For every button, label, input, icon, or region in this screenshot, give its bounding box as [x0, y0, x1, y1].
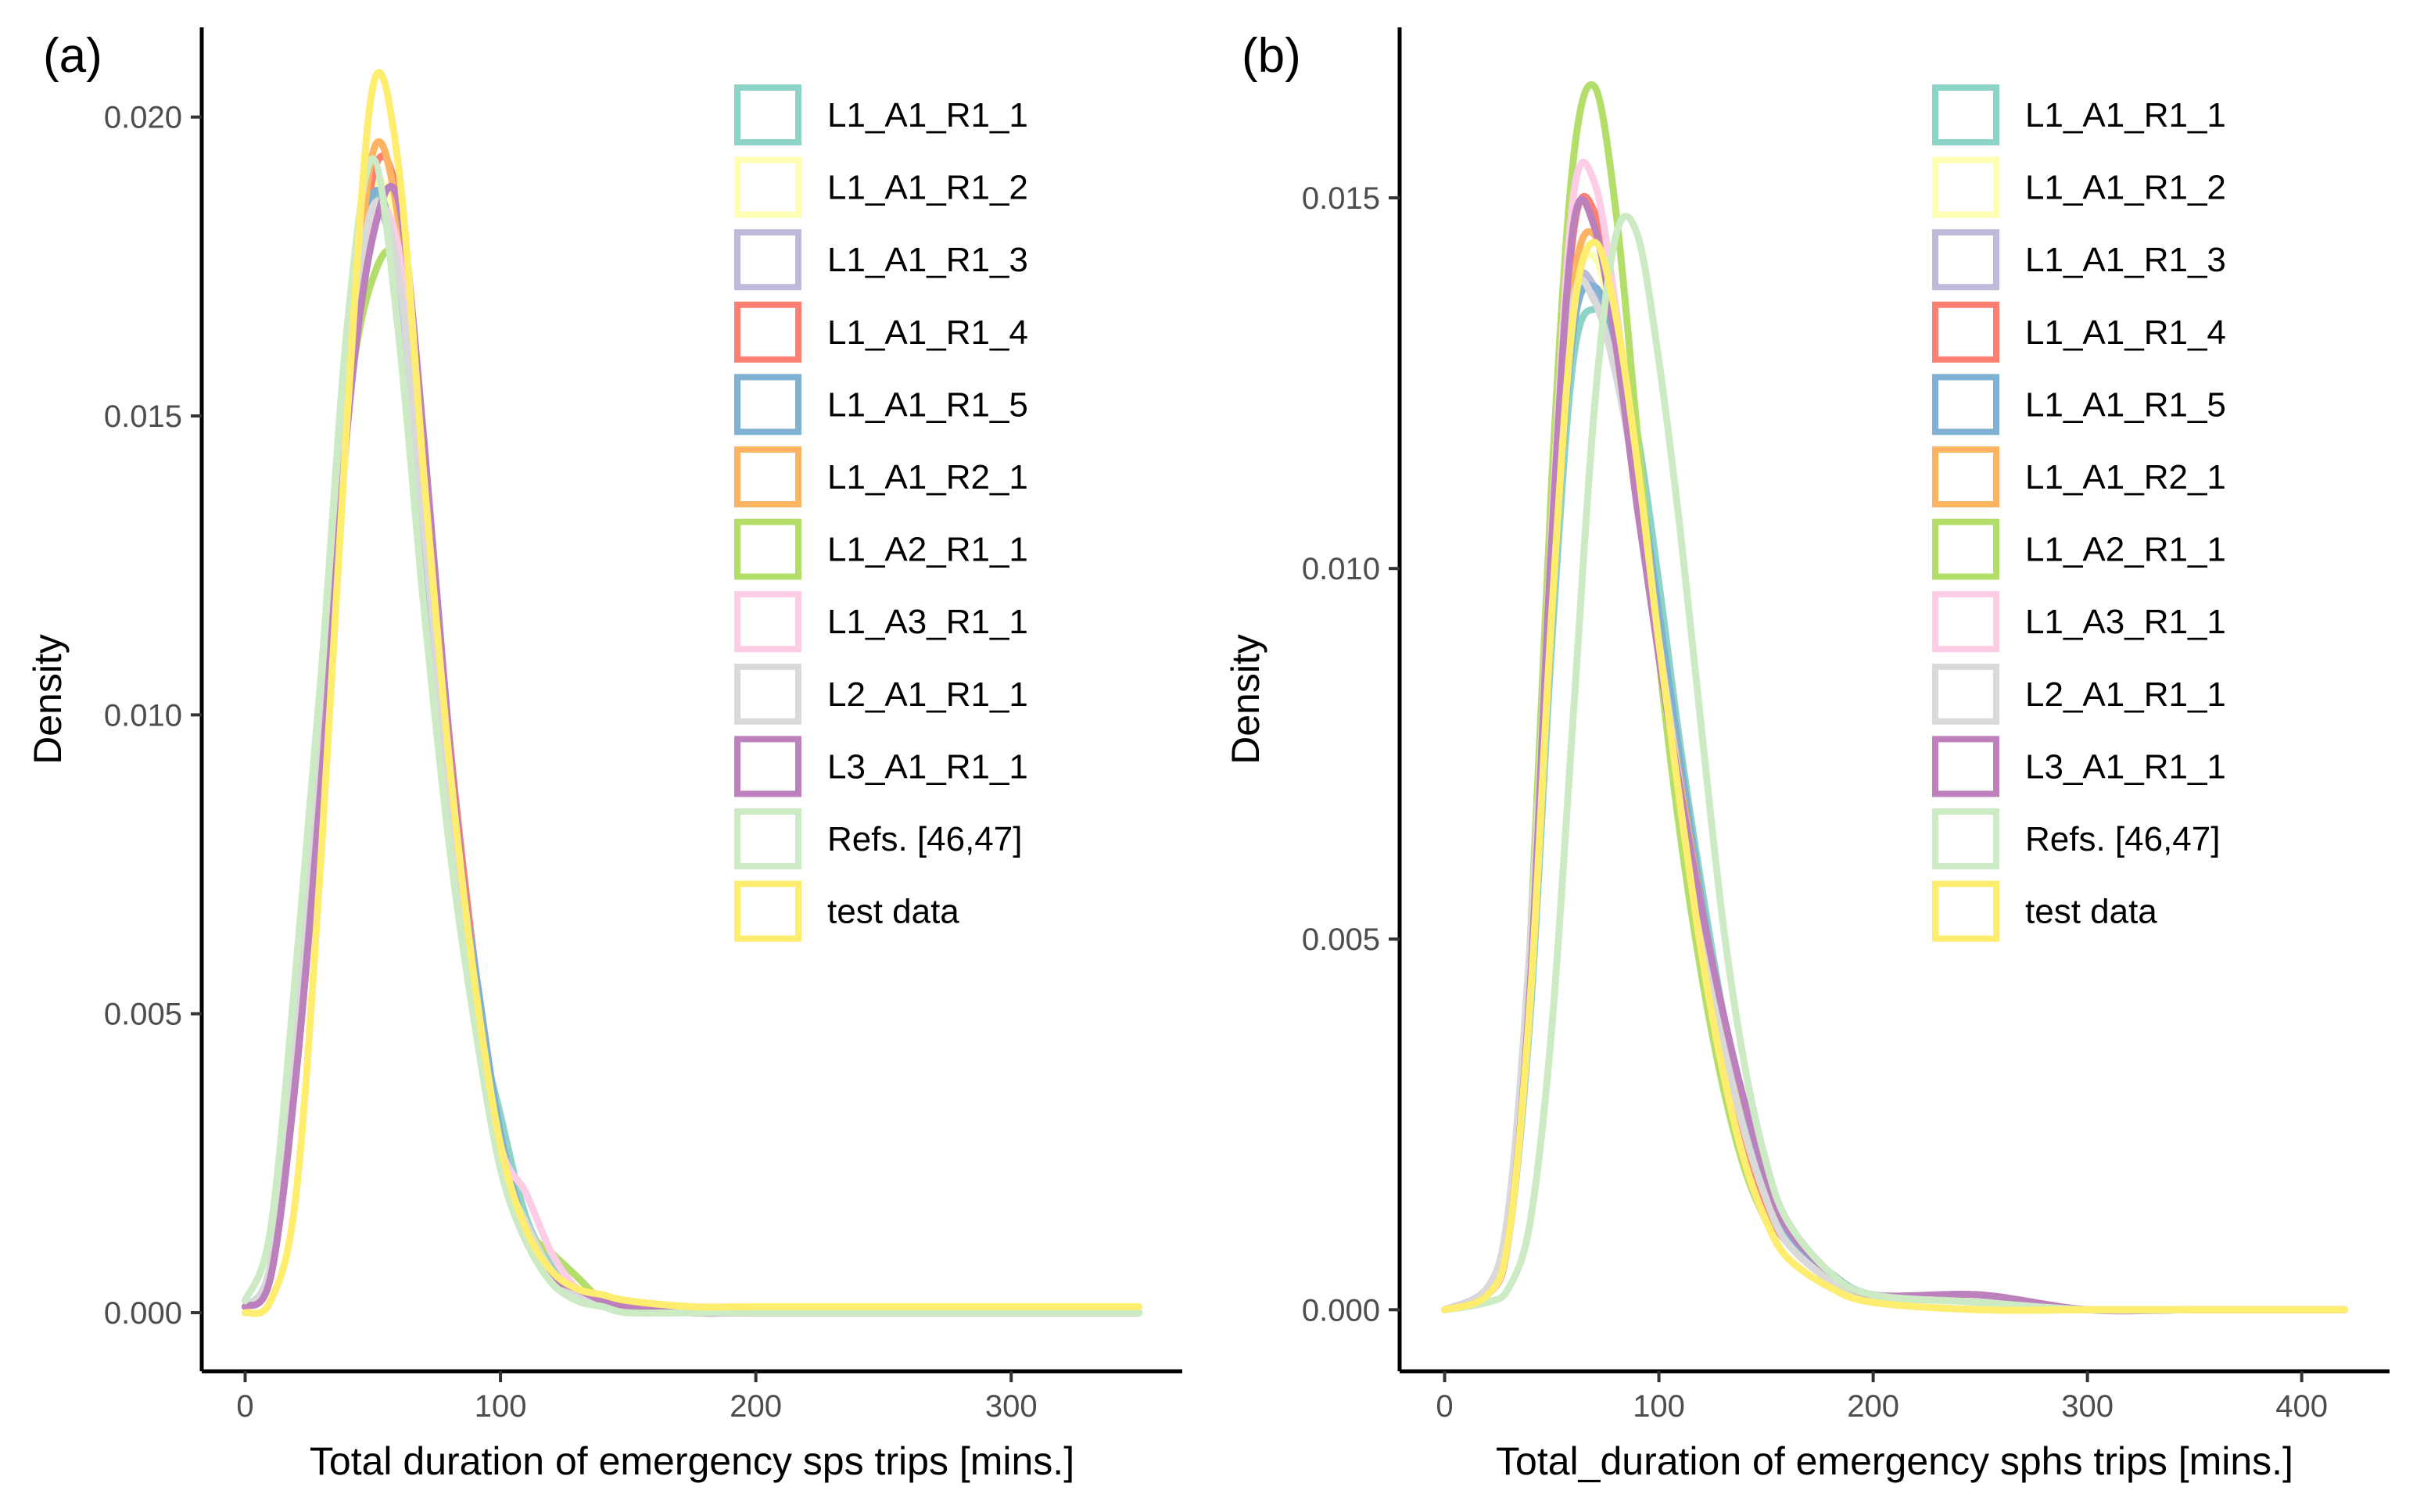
panel-a-y-tick-label: 0.010 — [104, 698, 182, 733]
panel-b-y-tick-label: 0.015 — [1302, 181, 1380, 216]
panel-b-legend-label: Refs. [46,47] — [2025, 820, 2220, 858]
panel-b-x-tick-label: 400 — [2275, 1389, 2328, 1424]
panel-a-legend-key — [734, 301, 801, 363]
panel-b-legend-key — [1932, 446, 1999, 507]
panel-b-legend-label: L1_A1_R1_5 — [2025, 385, 2226, 424]
panel-b-legend: L1_A1_R1_1 L1_A1_R1_2 L1_A1_R1_3 L1_A1_R1_4… — [1932, 84, 2226, 942]
panel-a-legend-label: L1_A1_R2_1 — [827, 458, 1028, 496]
panel-a-y-tick-label: 0.015 — [104, 399, 182, 434]
panel-a-legend-label: L1_A3_R1_1 — [827, 603, 1028, 641]
panel-b-legend-label: L1_A1_R1_2 — [2025, 169, 2226, 207]
panel-b-x-tick-label: 0 — [1436, 1389, 1453, 1424]
panel-a-legend-label: L2_A1_R1_1 — [827, 675, 1028, 714]
panel-a-series-refs-46-47 — [242, 155, 1142, 1317]
panel-b-legend-key — [1932, 808, 1999, 869]
panel-b-legend-label: L2_A1_R1_1 — [2025, 675, 2226, 714]
panel-a-legend-label: L1_A2_R1_1 — [827, 531, 1028, 569]
panel-a-x-tick-label: 0 — [236, 1389, 253, 1424]
panel-a-y-tick-label: 0.005 — [104, 998, 182, 1032]
panel-a-legend-label: L1_A1_R1_4 — [827, 314, 1028, 352]
panel-b-legend-key — [1932, 880, 1999, 942]
panel-b-legend-label: L1_A2_R1_1 — [2025, 531, 2226, 569]
panel-a-x-tick-label: 100 — [475, 1389, 527, 1424]
panel-a-y-tick-label: 0.000 — [104, 1296, 182, 1331]
panel-a-legend-key — [734, 880, 801, 942]
panel-a-legend-key — [734, 84, 801, 145]
panel-a-legend-key — [734, 374, 801, 435]
panel-b-legend-key — [1932, 156, 1999, 218]
panel-a-legend-key — [734, 736, 801, 797]
panel-b-x-tick-label: 100 — [1633, 1389, 1685, 1424]
panel-b-legend-label: L1_A1_R1_4 — [2025, 314, 2226, 352]
panel-a-legend-label: L1_A1_R1_2 — [827, 169, 1028, 207]
panel-b-legend-key — [1932, 663, 1999, 725]
panel-b-series-l1-a1-r1-3 — [1441, 269, 2348, 1314]
panel-b-legend-key — [1932, 84, 1999, 145]
panel-b-x-axis-title: Total_duration of emergency sphs trips [… — [1496, 1439, 2293, 1483]
panel-a-legend-label: L1_A1_R1_5 — [827, 385, 1028, 424]
panel-a: 0 100 200 300 0.000 0.005 0.010 0.015 0.020 Total… — [26, 27, 1182, 1483]
panel-a-y-axis-title: Density — [26, 634, 70, 765]
panel-b-legend-label: L1_A1_R1_3 — [2025, 241, 2226, 279]
panel-b-legend-key — [1932, 591, 1999, 653]
panel-b-legend-key — [1932, 301, 1999, 363]
panel-b-y-tick-label: 0.000 — [1302, 1293, 1380, 1327]
panel-b-legend-key — [1932, 736, 1999, 797]
panel-b-legend-label: L1_A1_R1_1 — [2025, 96, 2226, 134]
panel-a-legend: L1_A1_R1_1 L1_A1_R1_2 L1_A1_R1_3 L1_A1_R1_4… — [734, 84, 1028, 942]
panel-b-series-test-data — [1441, 238, 2348, 1314]
panel-a-legend-key — [734, 518, 801, 580]
panel-b-series-refs-46-47 — [1441, 213, 2348, 1314]
panel-a-y-tick-label: 0.020 — [104, 101, 182, 135]
panel-a-x-axis-title: Total duration of emergency sps trips [m… — [310, 1439, 1074, 1483]
panel-b-legend-label: L1_A3_R1_1 — [2025, 603, 2226, 641]
panel-a-legend-key — [734, 446, 801, 507]
panel-b-legend-key — [1932, 229, 1999, 291]
panel-b: 0 100 200 300 400 0.000 0.005 0.010 0.015 Total_d… — [1224, 27, 2390, 1483]
panel-b-legend-key — [1932, 518, 1999, 580]
panel-a-legend-key — [734, 808, 801, 869]
panel-a-legend-label: L1_A1_R1_1 — [827, 96, 1028, 134]
panel-a-x-tick-label: 300 — [985, 1389, 1038, 1424]
panel-b-y-axis-title: Density — [1224, 634, 1267, 765]
panel-b-legend-key — [1932, 374, 1999, 435]
panel-b-series-l1-a1-r1-5 — [1441, 281, 2348, 1314]
panel-b-panel-label: (b) — [1242, 29, 1301, 83]
panel-b-x-tick-label: 300 — [2061, 1389, 2114, 1424]
panel-a-legend-label: L3_A1_R1_1 — [827, 747, 1028, 786]
panel-b-y-tick-label: 0.010 — [1302, 552, 1380, 586]
panel-a-legend-key — [734, 591, 801, 653]
panel-b-x-tick-label: 200 — [1847, 1389, 1899, 1424]
panel-a-legend-key — [734, 663, 801, 725]
panel-a-legend-key — [734, 156, 801, 218]
panel-a-series-test-data — [242, 69, 1142, 1317]
panel-a-curves — [242, 69, 1142, 1317]
panel-a-legend-label: test data — [827, 893, 959, 931]
panel-b-legend-label: L1_A1_R2_1 — [2025, 458, 2226, 496]
panel-b-y-tick-label: 0.005 — [1302, 923, 1380, 957]
panel-a-legend-label: L1_A1_R1_3 — [827, 241, 1028, 279]
panel-a-legend-key — [734, 229, 801, 291]
panel-b-legend-label: test data — [2025, 893, 2157, 931]
panel-b-curves — [1441, 81, 2348, 1315]
panel-b-legend-label: L3_A1_R1_1 — [2025, 747, 2226, 786]
panel-a-x-tick-label: 200 — [730, 1389, 782, 1424]
panel-a-panel-label: (a) — [43, 29, 102, 83]
panel-a-legend-label: Refs. [46,47] — [827, 820, 1022, 858]
panel-b-series-l2-a1-r1-1 — [1441, 276, 2348, 1314]
